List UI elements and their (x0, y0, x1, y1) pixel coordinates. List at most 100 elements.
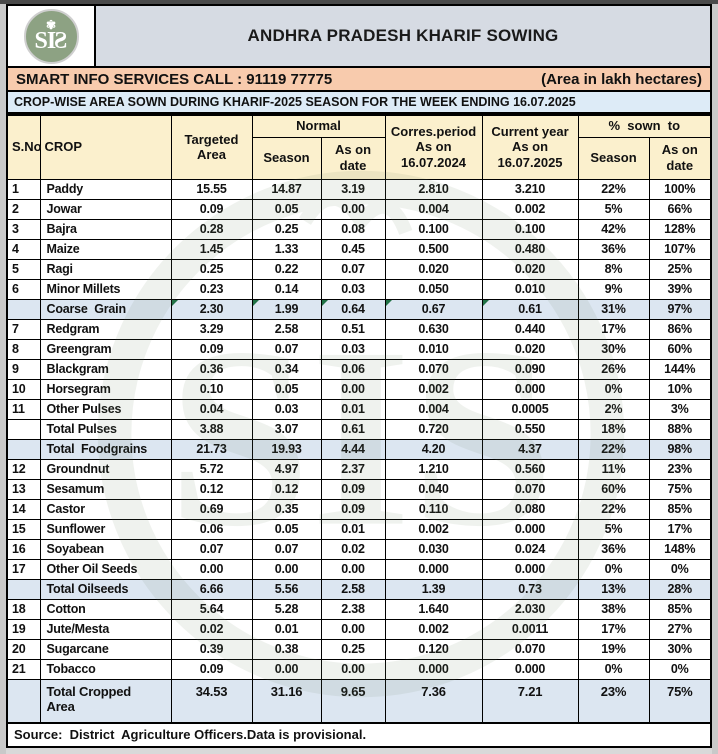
sheet-bottom-strip (6, 748, 712, 754)
cell-value: 75% (648, 478, 712, 500)
cell-value: 107% (648, 238, 712, 260)
cell-value: 0.09 (320, 478, 386, 500)
cell-crop: Castor (39, 498, 172, 520)
cell-value: 23% (577, 678, 650, 724)
cell-value: 39% (648, 278, 712, 300)
cell-value: 0.25 (251, 218, 322, 240)
cell-value: 0.004 (384, 398, 483, 420)
cell-value: 9.65 (320, 678, 386, 724)
cell-value: 0.480 (481, 238, 579, 260)
table-row: 10 Horsegram 0.10 0.05 0.00 0.002 0.000 0% 10% (6, 378, 712, 400)
table-row: 5 Ragi 0.25 0.22 0.07 0.020 0.020 8% 25% (6, 258, 712, 280)
cell-value: 0.630 (384, 318, 483, 340)
cell-value: 31% (577, 298, 650, 320)
cell-value: 0.100 (481, 218, 579, 240)
cell-crop: Soyabean (39, 538, 172, 560)
header-normal-asondate: As on date (320, 136, 386, 180)
table-row: 17 Other Oil Seeds 0.00 0.00 0.00 0.000 0.000 0… (6, 558, 712, 580)
cell-value: 0.024 (481, 538, 579, 560)
cell-value: 0% (577, 658, 650, 680)
cell-value: 0.070 (481, 638, 579, 660)
cell-value: 148% (648, 538, 712, 560)
cell-value: 1.99 (251, 298, 322, 320)
cell-value: 0.28 (170, 218, 253, 240)
cell-value: 25% (648, 258, 712, 280)
cell-value: 17% (577, 318, 650, 340)
cell-value: 0.002 (384, 378, 483, 400)
cell-crop: Bajra (39, 218, 172, 240)
cell-value: 0.34 (251, 358, 322, 380)
cell-value: 0.020 (481, 258, 579, 280)
header-current-year: Current year As on 16.07.2025 (481, 114, 579, 180)
cell-crop: Horsegram (39, 378, 172, 400)
cell-crop: Paddy (39, 178, 172, 200)
cell-value: 2.810 (384, 178, 483, 200)
cell-value: 0.110 (384, 498, 483, 520)
cell-value: 0.12 (170, 478, 253, 500)
table-row: 3 Bajra 0.28 0.25 0.08 0.100 0.100 42% 128% (6, 218, 712, 240)
table-row: Total Foodgrains 21.73 19.93 4.44 4.20 4.37 22… (6, 438, 712, 460)
cell-value: 0.080 (481, 498, 579, 520)
header-sno: S.No (6, 114, 42, 180)
table-row: 12 Groundnut 5.72 4.97 2.37 1.210 0.560 11% 23% (6, 458, 712, 480)
cell-crop: Jowar (39, 198, 172, 220)
cell-value: 30% (648, 638, 712, 660)
cell-value: 0.09 (170, 658, 253, 680)
header-pct-season: Season (577, 136, 650, 180)
cell-value: 1.45 (170, 238, 253, 260)
cell-value: 0.07 (251, 538, 322, 560)
cell-value: 60% (648, 338, 712, 360)
cell-value: 0.05 (251, 198, 322, 220)
cell-value: 0.07 (320, 258, 386, 280)
cell-value: 0.000 (481, 658, 579, 680)
cell-value: 0.002 (481, 198, 579, 220)
cell-value: 0.00 (251, 658, 322, 680)
cell-value: 26% (577, 358, 650, 380)
cell-sno: 17 (6, 558, 41, 580)
table-row: 14 Castor 0.69 0.35 0.09 0.110 0.080 22% 85% (6, 498, 712, 520)
cell-value: 23% (648, 458, 712, 480)
cell-value: 0.61 (481, 298, 579, 320)
window-top-edge (0, 0, 718, 4)
cell-value: 1.640 (384, 598, 483, 620)
cell-value: 13% (577, 578, 650, 600)
cell-crop: Total Foodgrains (39, 438, 172, 460)
cell-value: 0.01 (320, 518, 386, 540)
cell-crop: Sugarcane (39, 638, 172, 660)
cell-value: 144% (648, 358, 712, 380)
cell-value: 0.030 (384, 538, 483, 560)
table-row: Total Pulses 3.88 3.07 0.61 0.720 0.550 18% 88% (6, 418, 712, 440)
cell-value: 0.00 (320, 558, 386, 580)
cell-value: 28% (648, 578, 712, 600)
cell-value: 3.88 (170, 418, 253, 440)
cell-value: 4.44 (320, 438, 386, 460)
cell-value: 2.38 (320, 598, 386, 620)
table-footer: Source: District Agriculture Officers.Da… (5, 722, 713, 748)
cell-crop: Sesamum (39, 478, 172, 500)
cell-value: 0.61 (320, 418, 386, 440)
cell-value: 0.03 (251, 398, 322, 420)
cell-value: 4.37 (481, 438, 579, 460)
cell-value: 0.03 (320, 278, 386, 300)
cell-sno: 7 (6, 318, 41, 340)
cell-sno (6, 298, 41, 320)
table-row: 18 Cotton 5.64 5.28 2.38 1.640 2.030 38% 85% (6, 598, 712, 620)
cell-value: 7.36 (384, 678, 483, 724)
table-header: S.No CROP Targeted Area Normal Corres.pe… (6, 114, 712, 180)
cell-value: 0% (648, 658, 712, 680)
cell-value: 98% (648, 438, 712, 460)
cell-value: 3.07 (251, 418, 322, 440)
cell-crop: Other Pulses (39, 398, 172, 420)
cell-crop: Ragi (39, 258, 172, 280)
cell-value: 0.09 (170, 338, 253, 360)
cell-sno (6, 418, 41, 440)
source-note: Source: District Agriculture Officers.Da… (5, 722, 713, 748)
cell-crop: Minor Millets (39, 278, 172, 300)
cell-value: 2.58 (320, 578, 386, 600)
table-row: 4 Maize 1.45 1.33 0.45 0.500 0.480 36% 107% (6, 238, 712, 260)
cell-value: 0.12 (251, 478, 322, 500)
cell-value: 0.090 (481, 358, 579, 380)
cell-crop: Tobacco (39, 658, 172, 680)
logo-text: SIS (34, 28, 68, 54)
cell-value: 0.36 (170, 358, 253, 380)
